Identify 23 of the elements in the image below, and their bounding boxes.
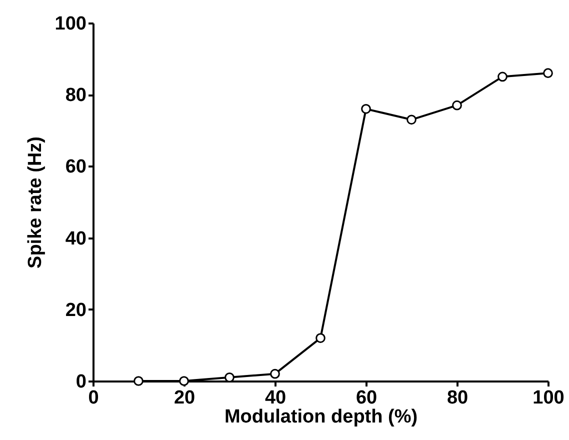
y-tick-label: 40 bbox=[65, 228, 86, 250]
x-tick-label: 60 bbox=[356, 388, 378, 408]
point bbox=[270, 368, 280, 379]
y-tick-label: 80 bbox=[65, 85, 86, 106]
point bbox=[179, 376, 189, 386]
x-tick-label: 20 bbox=[174, 388, 196, 408]
point bbox=[316, 333, 326, 343]
point bbox=[452, 100, 462, 110]
point bbox=[224, 372, 234, 382]
y-tick-label: 20 bbox=[65, 300, 86, 321]
y-axis-title: Spike rate (Hz) bbox=[24, 136, 46, 268]
y-tick-label: 0 bbox=[76, 372, 86, 392]
x-tick-label: 40 bbox=[264, 388, 286, 408]
point bbox=[543, 68, 553, 78]
point bbox=[134, 376, 144, 386]
y-tick-label: 100 bbox=[54, 14, 86, 34]
point bbox=[498, 72, 508, 82]
point bbox=[361, 104, 371, 114]
y-tick-label: 60 bbox=[65, 156, 86, 178]
point bbox=[406, 114, 416, 125]
x-axis-title: Modulation depth (%) bbox=[224, 406, 418, 428]
x-tick-label: 100 bbox=[532, 388, 564, 408]
x-tick-label: 80 bbox=[446, 388, 468, 408]
